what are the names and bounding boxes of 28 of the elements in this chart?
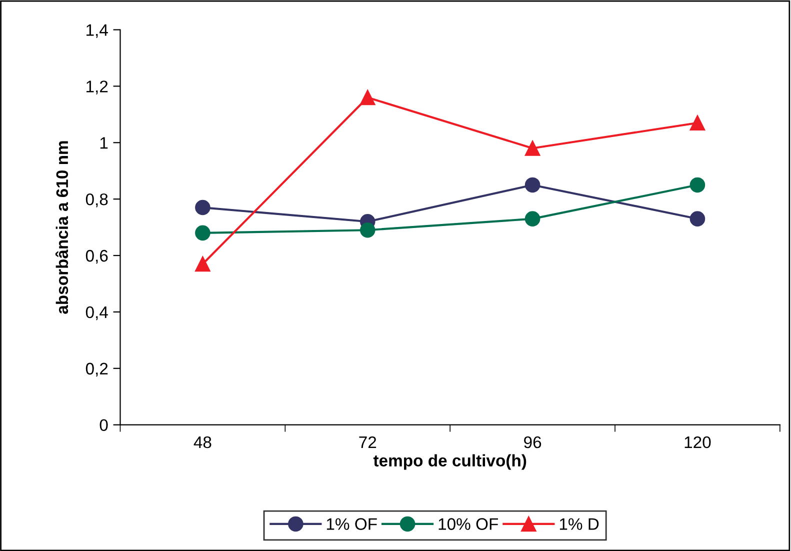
y-tick-label: 0,6 (86, 250, 108, 264)
point (524, 211, 540, 226)
y-tick-label: 1,4 (86, 24, 108, 38)
point (195, 200, 210, 216)
y-tick-label: 1,2 (86, 80, 108, 94)
point (524, 140, 540, 156)
y-tick-label: 0,4 (86, 306, 108, 320)
y-tick-label: 0,2 (86, 362, 108, 377)
point (360, 222, 376, 238)
x-tick-label: 96 (524, 436, 542, 448)
legend-label: 1% D (560, 518, 599, 530)
x-tick-label: 120 (684, 436, 711, 448)
y-tick-label: 0,8 (86, 193, 108, 208)
x-tick-label: 72 (359, 436, 376, 448)
x-axis-title: tempo de cultivo(h) (373, 454, 526, 470)
legend-label: 1% OF (326, 518, 377, 530)
legend-label: 10% OF (438, 518, 498, 530)
point (195, 256, 210, 272)
point (690, 177, 706, 193)
y-tick-label: 1 (100, 137, 108, 149)
point (690, 115, 706, 131)
point (690, 211, 706, 226)
point (360, 90, 376, 106)
y-axis-title: absorbância a 610 nm (55, 141, 68, 314)
x-tick-label: 48 (194, 436, 212, 448)
y-tick-label: 0 (100, 419, 108, 432)
point (195, 225, 210, 241)
point (524, 177, 540, 193)
